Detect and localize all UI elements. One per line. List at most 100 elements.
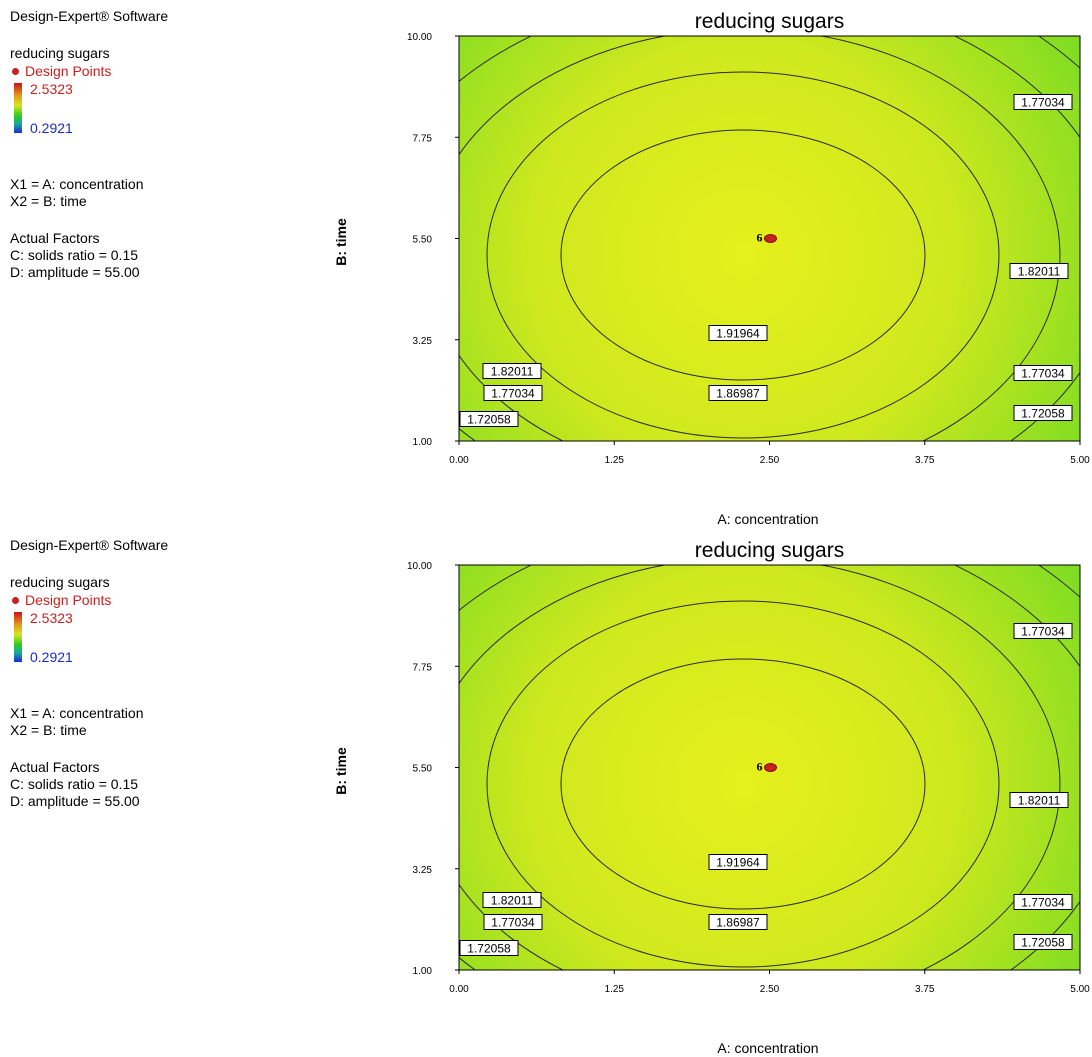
contour-label: 1.82011 [491, 894, 534, 908]
color-scale-bar [14, 83, 22, 133]
design-point-icon [12, 68, 19, 75]
design-points-legend: Design Points [12, 63, 111, 80]
software-label: Design-Expert® Software [10, 537, 169, 553]
contour-plot-2: 1.91964 1.86987 1.82011 1.77034 1.72058 1.820… [333, 539, 1090, 1056]
x-tick-label: 2.50 [760, 984, 780, 995]
response-label: reducing sugars [10, 574, 110, 590]
y-tick-label: 3.25 [413, 865, 433, 876]
y-tick-label: 7.75 [413, 133, 433, 144]
contour-label-box [708, 914, 768, 930]
x2-factor-label: X2 = B: time [10, 722, 87, 738]
contour-panel-1: Design-Expert® Software reducing sugars … [0, 0, 1092, 528]
chart-title: reducing sugars [695, 10, 844, 33]
contour-label-box [483, 914, 543, 930]
y-tick-label: 7.75 [413, 662, 433, 673]
y-tick-label: 1.00 [413, 966, 433, 977]
x-tick-label: 2.50 [760, 455, 780, 466]
contour-panel-2: Design-Expert® Software reducing sugars … [0, 529, 1092, 1057]
design-point [764, 763, 777, 772]
contour-line-1.82011 [459, 565, 1061, 970]
contour-label-box [1009, 263, 1069, 279]
y-axis-label: B: time [333, 747, 349, 795]
y-axis-label: B: time [333, 218, 349, 266]
contour-label: 1.82011 [1018, 794, 1061, 808]
contour-lines [459, 565, 1080, 970]
contour-line-1.86987 [486, 600, 1000, 968]
x2-factor-label: X2 = B: time [10, 193, 87, 209]
contour-label: 1.91964 [716, 856, 760, 870]
x-tick-label: 1.25 [605, 455, 625, 466]
contour-line-1.82011 [459, 36, 1061, 441]
contour-label-box [1013, 365, 1073, 381]
y-tick-label: 10.00 [407, 32, 432, 43]
actual-factor-d: D: amplitude = 55.00 [10, 264, 140, 280]
actual-factor-c: C: solids ratio = 0.15 [10, 776, 139, 792]
y-tick-label: 1.00 [413, 437, 433, 448]
contour-label-box [482, 892, 542, 908]
actual-factors-title: Actual Factors [10, 230, 100, 246]
contour-label: 1.72058 [1021, 407, 1065, 421]
color-scale-min: 0.2921 [30, 649, 73, 665]
contour-label: 1.72058 [1021, 936, 1065, 950]
contour-label: 1.77034 [1021, 625, 1065, 639]
contour-line-1.86987 [486, 71, 1000, 439]
design-point-icon [12, 597, 19, 604]
contour-label-box [1013, 894, 1073, 910]
x-tick-label: 0.00 [449, 984, 469, 995]
color-scale-max: 2.5323 [30, 610, 73, 626]
contour-label-box [1009, 792, 1069, 808]
contour-label: 1.72058 [467, 413, 511, 427]
actual-factor-d: D: amplitude = 55.00 [10, 793, 140, 809]
contour-label: 1.86987 [716, 387, 760, 401]
contour-label-box [1013, 623, 1073, 639]
contour-label-box [459, 411, 519, 427]
x-tick-label: 5.00 [1070, 455, 1090, 466]
x-tick-label: 5.00 [1070, 984, 1090, 995]
contour-label-box [708, 854, 768, 870]
x-axis-label: A: concentration [717, 1040, 818, 1056]
contour-lines [459, 36, 1080, 441]
contour-label: 1.82011 [491, 365, 534, 379]
contour-label: 1.86987 [716, 916, 760, 930]
chart-title: reducing sugars [695, 539, 844, 562]
actual-factor-c: C: solids ratio = 0.15 [10, 247, 139, 263]
x-tick-label: 0.00 [449, 455, 469, 466]
x-tick-label: 3.75 [915, 455, 935, 466]
x-tick-label: 3.75 [915, 984, 935, 995]
x-axis-label: A: concentration [717, 511, 818, 527]
actual-factors-title: Actual Factors [10, 759, 100, 775]
contour-label-box [708, 325, 768, 341]
contour-label: 1.77034 [1021, 367, 1065, 381]
contour-label: 1.82011 [1018, 265, 1061, 279]
y-tick-label: 5.50 [413, 235, 433, 246]
contour-label: 1.77034 [491, 916, 535, 930]
x1-factor-label: X1 = A: concentration [10, 705, 144, 721]
design-points-label: Design Points [25, 592, 112, 608]
contour-label: 1.91964 [716, 327, 760, 341]
contour-plot-1: 1.91964 1.86987 1.82011 1.77034 1.72058 1.820… [333, 10, 1090, 527]
contour-label: 1.72058 [467, 942, 511, 956]
contour-label: 1.77034 [491, 387, 535, 401]
y-tick-label: 3.25 [413, 336, 433, 347]
design-point [764, 234, 777, 243]
color-scale-max: 2.5323 [30, 81, 73, 97]
x1-factor-label: X1 = A: concentration [10, 176, 144, 192]
contour-line-1.91964 [560, 129, 926, 381]
color-scale-bar [14, 612, 22, 662]
software-label: Design-Expert® Software [10, 8, 169, 24]
x-tick-label: 1.25 [605, 984, 625, 995]
contour-line-1.91964 [560, 658, 926, 910]
contour-label-box [1013, 934, 1073, 950]
contour-label-box [708, 385, 768, 401]
response-label: reducing sugars [10, 45, 110, 61]
color-scale-min: 0.2921 [30, 120, 73, 136]
contour-label-box [482, 363, 542, 379]
contour-label: 1.77034 [1021, 896, 1065, 910]
y-tick-label: 5.50 [413, 764, 433, 775]
y-tick-label: 10.00 [407, 561, 432, 572]
contour-label: 1.77034 [1021, 96, 1065, 110]
contour-label-box [1013, 94, 1073, 110]
design-point-count: 6 [757, 760, 763, 774]
design-point-count: 6 [757, 231, 763, 245]
design-points-legend: Design Points [12, 592, 111, 609]
